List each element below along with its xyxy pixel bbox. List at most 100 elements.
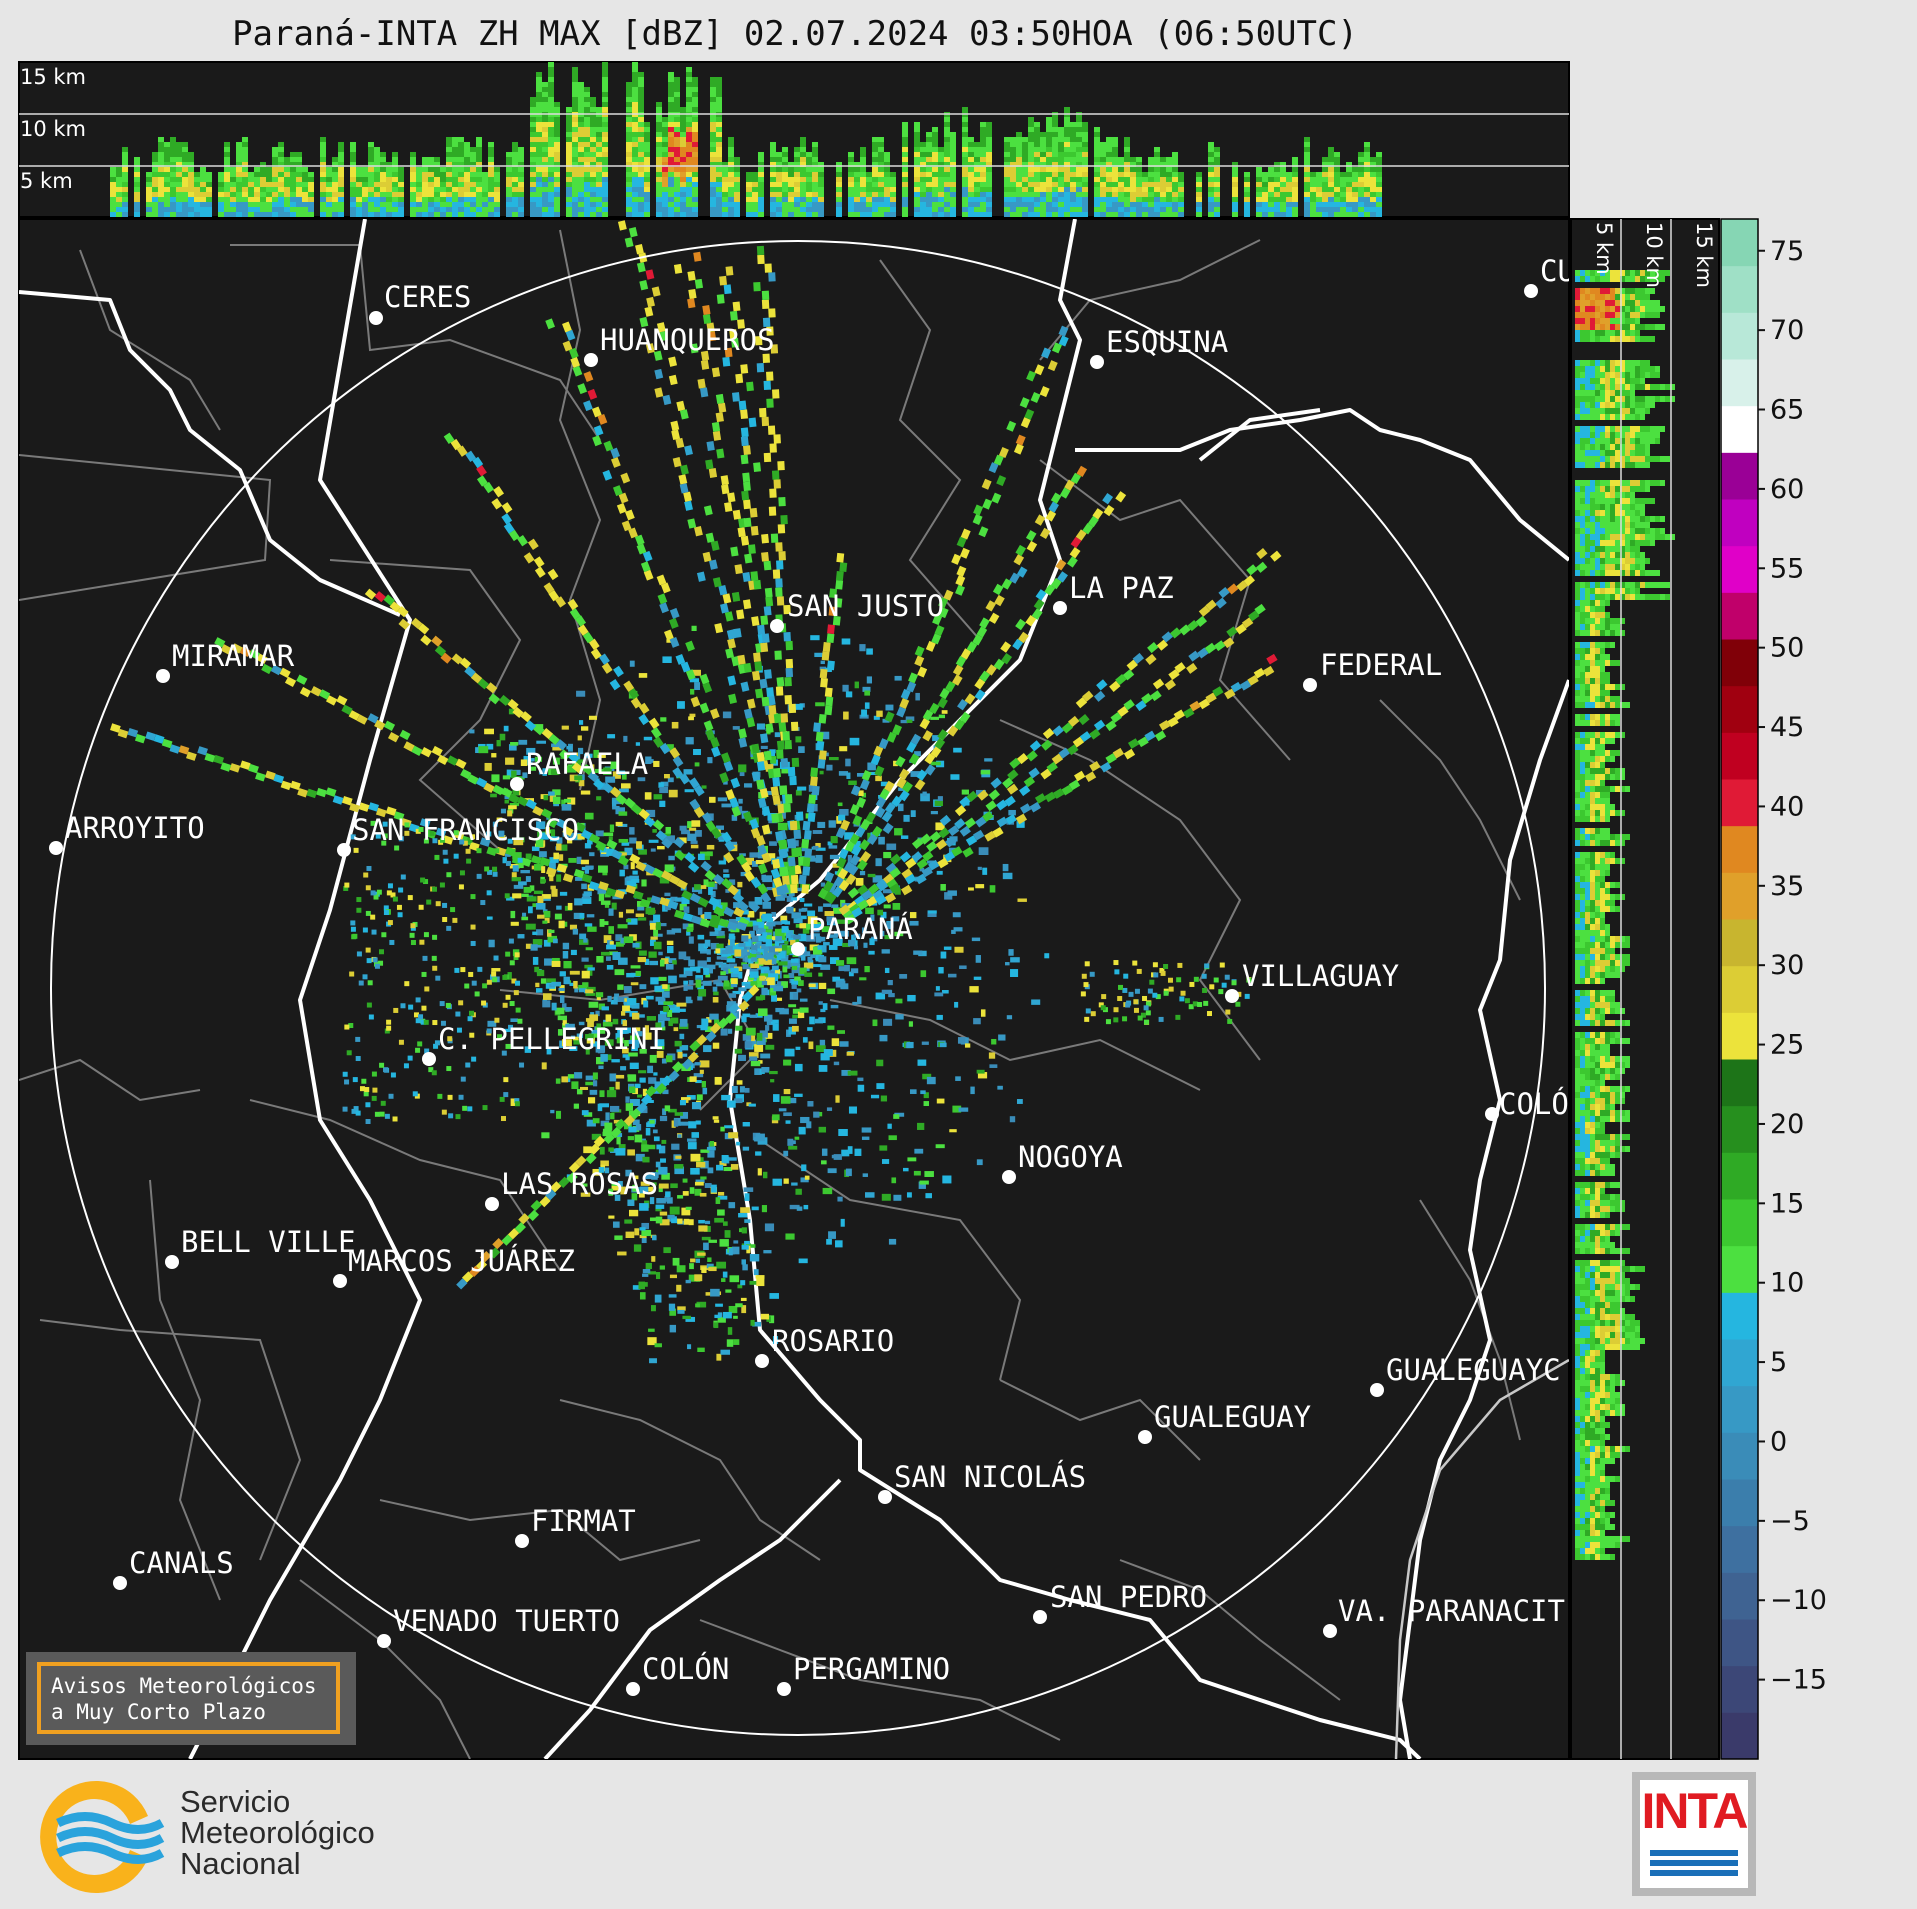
section-cell [1010, 157, 1016, 162]
section-cell [590, 132, 596, 137]
echo-cell [791, 897, 797, 901]
section-cell [278, 182, 284, 187]
section-cell [1064, 187, 1070, 192]
echo-cell [905, 716, 915, 722]
echo-cell [721, 484, 730, 495]
section-cell [260, 192, 266, 197]
section-cell [692, 197, 698, 202]
echo-cell [689, 1263, 694, 1270]
echo-cell [786, 930, 794, 939]
echo-cell [719, 1239, 729, 1247]
echo-cell [678, 837, 687, 844]
echo-cell [540, 978, 547, 984]
echo-cell [842, 684, 849, 692]
department-borders [19, 229, 1521, 1759]
section-cell [248, 207, 254, 212]
section-cell [1064, 147, 1070, 152]
section-cell [668, 127, 674, 132]
section-cell [632, 67, 638, 72]
echo-cell [627, 1199, 635, 1206]
section-cell [578, 97, 584, 102]
section-cell [686, 107, 692, 112]
section-cell [686, 212, 692, 217]
section-cell [152, 202, 158, 207]
section-cell [1010, 192, 1016, 197]
section-cell [1136, 167, 1142, 172]
section-cell [1142, 172, 1148, 177]
echo-cell [697, 853, 705, 861]
echo-cell [716, 448, 725, 459]
section-cell [680, 197, 686, 202]
section-cell [1196, 177, 1202, 182]
section-cell [158, 142, 164, 147]
echo-cell [677, 701, 685, 709]
section-cell [1052, 167, 1058, 172]
echo-cell [781, 944, 788, 951]
section-cell [476, 202, 482, 207]
section-cell [1034, 122, 1040, 127]
section-cell [284, 182, 290, 187]
section-cell [380, 172, 386, 177]
section-cell [512, 167, 518, 172]
section-cell [494, 167, 500, 172]
section-cell [1292, 197, 1298, 202]
echo-cell [739, 1086, 745, 1093]
echo-cell [699, 387, 709, 398]
section-cell [770, 207, 776, 212]
echo-cell [765, 939, 773, 947]
echo-cell [723, 967, 729, 975]
section-cell [854, 212, 860, 217]
section-cell [668, 212, 674, 217]
section-cell [536, 182, 542, 187]
section-cell [1118, 212, 1124, 217]
section-cell [386, 172, 392, 177]
section-cell [134, 162, 140, 167]
section-cell [1322, 177, 1328, 182]
echo-cell [783, 1150, 789, 1157]
section-cell [302, 197, 308, 202]
echo-cell [703, 505, 713, 516]
section-cell [1328, 177, 1334, 182]
section-cell [680, 152, 686, 157]
section-cell [506, 177, 512, 182]
echo-cell [914, 1148, 924, 1154]
echo-cell [930, 716, 940, 720]
section-cell [1316, 187, 1322, 192]
section-cell [932, 172, 938, 177]
section-cell [644, 127, 650, 132]
echo-cell [567, 838, 573, 844]
section-cell [566, 117, 572, 122]
section-cell [986, 157, 992, 162]
section-cell [218, 197, 224, 202]
section-cell [1058, 202, 1064, 207]
section-cell [134, 157, 140, 162]
section-cell [752, 197, 758, 202]
echo-cell [635, 1153, 645, 1162]
section-cell [272, 212, 278, 217]
echo-cell [741, 909, 749, 915]
section-cell [488, 157, 494, 162]
section-cell [302, 187, 308, 192]
echo-cell [655, 922, 661, 930]
echo-cell [841, 638, 851, 645]
echo-cell [635, 970, 642, 976]
echo-cell [641, 1237, 647, 1244]
section-cell [734, 157, 740, 162]
section-cell [662, 132, 668, 137]
section-cell [1058, 162, 1064, 167]
echo-cell [799, 967, 807, 975]
section-cell [1022, 212, 1028, 217]
section-cell [632, 52, 638, 57]
echo-cell [824, 911, 834, 917]
section-cell [284, 212, 290, 217]
section-cell [914, 127, 920, 132]
section-cell [158, 197, 164, 202]
section-cell [1130, 167, 1136, 172]
section-cell [374, 157, 380, 162]
section-cell [1346, 182, 1352, 187]
section-cell [1058, 172, 1064, 177]
section-cell [680, 182, 686, 187]
section-cell [578, 157, 584, 162]
echo-cell [952, 1105, 962, 1113]
section-cell [1328, 197, 1334, 202]
